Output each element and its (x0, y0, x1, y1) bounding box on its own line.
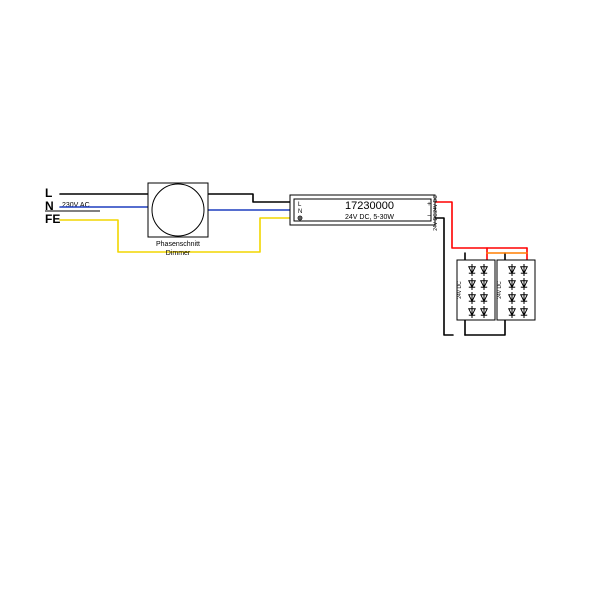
label-L: L (45, 186, 52, 200)
led-module-2-vlabel: 24V DC (497, 281, 503, 299)
driver-out-minus: − (427, 213, 431, 220)
led-module-1-vlabel: 24V DC (457, 281, 463, 299)
dimmer-label-1: Phasenschnitt (156, 241, 200, 248)
label-230vac: 230V AC (62, 202, 90, 209)
wire-L_mid (208, 194, 290, 202)
driver-out-24v-bot: 24V DC (433, 213, 439, 231)
label-FE: FE (45, 212, 60, 226)
driver-terminal-N: N (298, 209, 302, 215)
driver-out-24v-top: 24V DC (433, 195, 439, 213)
driver-partno: 17230000 (345, 200, 394, 212)
wire-plus_main (435, 202, 527, 248)
wire-minus_main (435, 218, 453, 335)
driver-spec: 24V DC, 5-30W (345, 214, 394, 221)
wire-minus_led2_bot (465, 320, 505, 335)
dimmer-knob (152, 184, 204, 236)
driver-out-plus: + (427, 201, 431, 208)
dimmer-label-2: Dimmer (166, 250, 191, 257)
